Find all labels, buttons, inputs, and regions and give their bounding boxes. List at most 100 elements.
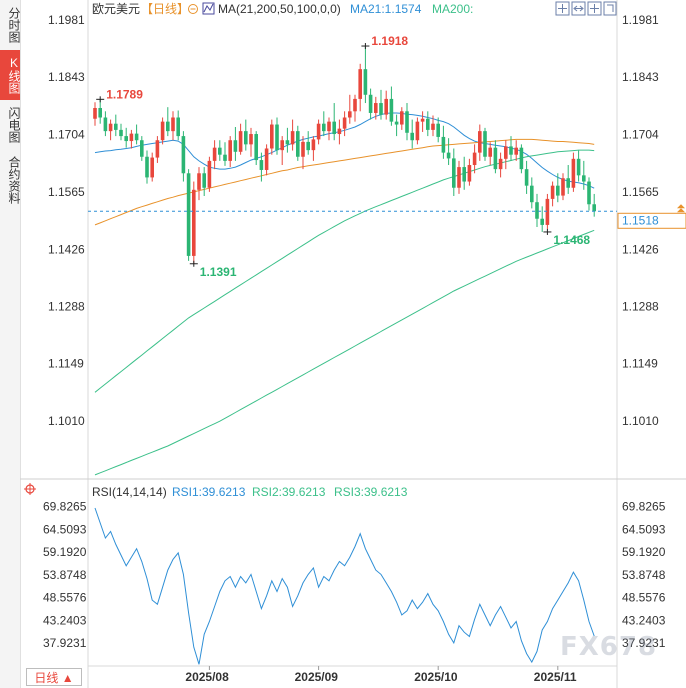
- left-tab-bar: 分时图 K线图 闪电图 合约资料: [0, 0, 21, 688]
- candle-body: [452, 158, 456, 188]
- candle-body: [212, 147, 217, 161]
- fullscreen-icon[interactable]: [603, 1, 617, 16]
- y-tick-right-0: 1.1981: [622, 13, 659, 27]
- candle-body: [207, 160, 212, 188]
- y-tick-right-7: 1.1010: [622, 414, 659, 428]
- candle-body: [358, 69, 362, 99]
- candle-body: [389, 98, 394, 122]
- candle-body: [384, 98, 388, 115]
- current-price-arrow-up: [677, 204, 685, 209]
- candle-body: [332, 121, 336, 135]
- y-tick-right-3: 1.1565: [622, 185, 659, 199]
- y-tick-left-0: 1.1981: [48, 13, 85, 27]
- y-tick-left-3: 1.1565: [48, 185, 85, 199]
- candle-body: [342, 117, 347, 129]
- candle-body: [98, 108, 102, 118]
- candle-body: [171, 117, 175, 132]
- candle-body: [478, 131, 482, 153]
- candle-body: [192, 189, 196, 256]
- y-tick-left-6: 1.1149: [48, 357, 84, 371]
- rsi-y-tick-left-1: 64.5093: [43, 522, 87, 536]
- rsi1-value: RSI1:39.6213: [172, 485, 246, 499]
- candle-body: [327, 121, 331, 132]
- candle-body: [509, 146, 513, 155]
- candle-body: [238, 131, 243, 152]
- candle-body: [223, 154, 227, 161]
- y-tick-left-4: 1.1426: [48, 242, 85, 256]
- candle-body: [140, 140, 144, 157]
- tab-kline[interactable]: K线图: [0, 50, 21, 100]
- candle-body: [431, 123, 435, 130]
- chart-toolbar: [555, 1, 617, 16]
- candle-body: [254, 134, 258, 161]
- zoom-out-icon[interactable]: [571, 1, 586, 16]
- ma-line-ma100: [94, 149, 595, 393]
- restore-icon[interactable]: [587, 1, 602, 16]
- x-tick-label-0: 2025/08: [185, 670, 229, 684]
- candle-body: [400, 111, 404, 125]
- candle-body: [233, 140, 238, 152]
- candle-body: [197, 173, 201, 190]
- rsi2-value: RSI2:39.6213: [252, 485, 326, 499]
- candle-body: [524, 169, 529, 186]
- candle-body: [108, 123, 113, 132]
- candle-body: [160, 121, 165, 141]
- period-selector[interactable]: 日线 ▲: [26, 668, 82, 686]
- x-tick-label-1: 2025/09: [295, 670, 339, 684]
- rsi-y-tick-right-0: 69.8265: [622, 500, 666, 514]
- candle-body: [582, 175, 586, 182]
- rsi-settings-icon[interactable]: [24, 483, 36, 495]
- candle-body: [467, 165, 472, 182]
- circle-minus-icon[interactable]: [188, 4, 198, 14]
- y-tick-right-2: 1.1704: [622, 127, 659, 141]
- candle-body: [545, 198, 550, 225]
- zoom-in-icon[interactable]: [555, 1, 570, 16]
- rsi-y-tick-left-0: 69.8265: [43, 500, 87, 514]
- period-label[interactable]: 【日线】: [141, 2, 189, 16]
- x-tick-label-3: 2025/11: [534, 670, 577, 684]
- watermark-logo: FX678: [560, 632, 658, 662]
- candle-body: [483, 131, 487, 157]
- candle-body: [420, 118, 425, 122]
- y-tick-right-6: 1.1149: [622, 357, 658, 371]
- candle-body: [462, 167, 466, 182]
- candle-body: [498, 158, 503, 170]
- high-label: 1.1918: [371, 34, 408, 48]
- candle-body: [571, 158, 576, 188]
- candle-body: [259, 160, 264, 170]
- candle-body: [576, 158, 581, 176]
- candle-body: [114, 123, 118, 130]
- y-tick-right-4: 1.1426: [622, 242, 659, 256]
- candle-body: [379, 103, 383, 115]
- candle-body: [426, 118, 430, 130]
- ma-line-ma50: [94, 138, 595, 226]
- candle-body: [415, 121, 420, 141]
- indicator-settings-icon[interactable]: [202, 2, 215, 15]
- candle-body: [410, 132, 414, 141]
- y-tick-left-1: 1.1843: [48, 70, 85, 84]
- current-price-tag: [617, 212, 686, 229]
- candle-body: [145, 156, 149, 178]
- tab-timeshare[interactable]: 分时图: [7, 7, 21, 43]
- candle-body: [124, 136, 128, 142]
- candle-body: [519, 147, 524, 170]
- tab-contract-info[interactable]: 合约资料: [7, 156, 21, 204]
- tab-flash[interactable]: 闪电图: [7, 107, 21, 143]
- candle-body: [436, 123, 440, 137]
- candle-body: [275, 124, 279, 151]
- candle-body: [394, 121, 399, 125]
- candle-body: [244, 131, 248, 145]
- candle-body: [556, 185, 560, 196]
- high-label: 1.1789: [106, 87, 143, 101]
- candle-body: [535, 202, 539, 219]
- candle-body: [550, 185, 555, 199]
- candle-body: [290, 131, 295, 145]
- candle-body: [566, 178, 570, 188]
- candle-body: [176, 117, 180, 137]
- candle-body: [561, 178, 565, 196]
- low-label: 1.1468: [553, 233, 590, 247]
- rsi-y-tick-left-2: 59.1920: [43, 545, 87, 559]
- candle-body: [540, 218, 544, 225]
- ma-params-label: MA(21,200,50,100,0,0): [218, 2, 341, 16]
